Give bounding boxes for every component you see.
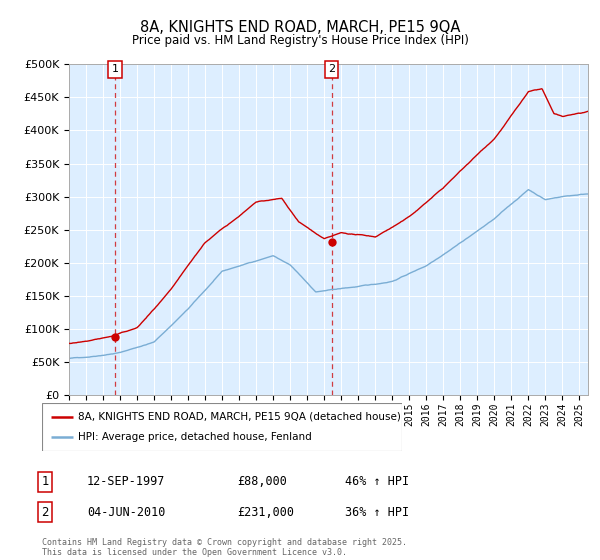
Text: 1: 1 xyxy=(41,475,49,488)
Text: 36% ↑ HPI: 36% ↑ HPI xyxy=(345,506,409,519)
Text: 2: 2 xyxy=(328,64,335,74)
Text: £231,000: £231,000 xyxy=(237,506,294,519)
Text: Price paid vs. HM Land Registry's House Price Index (HPI): Price paid vs. HM Land Registry's House … xyxy=(131,34,469,46)
Text: 46% ↑ HPI: 46% ↑ HPI xyxy=(345,475,409,488)
Text: 1: 1 xyxy=(112,64,118,74)
Text: HPI: Average price, detached house, Fenland: HPI: Average price, detached house, Fenl… xyxy=(78,432,312,442)
Text: Contains HM Land Registry data © Crown copyright and database right 2025.
This d: Contains HM Land Registry data © Crown c… xyxy=(42,538,407,557)
Text: 04-JUN-2010: 04-JUN-2010 xyxy=(87,506,166,519)
Text: 12-SEP-1997: 12-SEP-1997 xyxy=(87,475,166,488)
FancyBboxPatch shape xyxy=(42,403,402,451)
Text: 2: 2 xyxy=(41,506,49,519)
Text: 8A, KNIGHTS END ROAD, MARCH, PE15 9QA (detached house): 8A, KNIGHTS END ROAD, MARCH, PE15 9QA (d… xyxy=(78,412,401,422)
Text: 8A, KNIGHTS END ROAD, MARCH, PE15 9QA: 8A, KNIGHTS END ROAD, MARCH, PE15 9QA xyxy=(140,20,460,35)
Text: £88,000: £88,000 xyxy=(237,475,287,488)
